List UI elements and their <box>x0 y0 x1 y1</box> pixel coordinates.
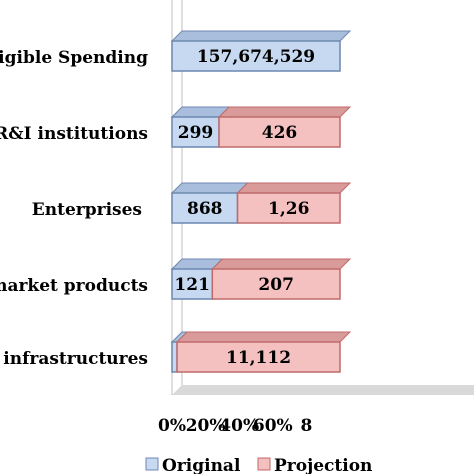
category-label-3: market products <box>0 276 148 296</box>
bar-top-projection-4 <box>175 331 352 343</box>
bar-projection-3 <box>211 258 352 300</box>
bar-top-original-2 <box>170 182 249 194</box>
legend-label-original: Original <box>162 456 241 474</box>
x-axis-ticks: 0% 20%40%60% 8 <box>158 416 312 436</box>
category-label-1: R&I institutions <box>0 124 148 144</box>
x-tick-3: 60% <box>253 416 293 436</box>
value-label-original-1: 299 <box>178 123 214 143</box>
value-label-projection-1: 426 <box>262 123 298 143</box>
chart-floor <box>172 385 474 395</box>
value-label-projection-4: 11,112 <box>226 348 291 368</box>
category-label-4: I infrastructures <box>0 349 148 369</box>
bar-projection-2 <box>236 182 352 224</box>
bar-top-projection-3 <box>211 258 352 270</box>
x-tick-4: 8 <box>300 416 312 436</box>
bar-front-projection-1 <box>218 116 341 148</box>
x-tick-0: 0% <box>158 416 186 436</box>
value-label-original-2: 868 <box>187 199 223 219</box>
bar-original-2 <box>170 182 249 224</box>
category-labels: ligible Spending R&I institutions Enterpri… <box>0 48 148 369</box>
bar-front-projection-3 <box>211 268 341 300</box>
value-label-original-3: 121 <box>174 275 210 295</box>
bar-front-original-0 <box>171 40 341 72</box>
legend-label-projection: Projection <box>274 456 372 474</box>
bar-projection-4 <box>175 331 352 373</box>
value-label-projection-3: 207 <box>258 275 294 295</box>
value-label-projection-2: 1,26 <box>268 199 309 219</box>
bar-top-projection-1 <box>217 106 352 118</box>
value-label-original-0: 157,674,529 <box>197 47 315 67</box>
bar-top-original-0 <box>170 30 352 42</box>
bar-front-original-1 <box>171 116 220 148</box>
bar-front-projection-4 <box>176 341 341 373</box>
bar-projection-1 <box>217 106 352 148</box>
category-label-2: Enterprises <box>32 200 142 220</box>
x-tick-2: 40% <box>219 416 259 436</box>
legend: Original Projection <box>145 456 372 474</box>
bar-original-0 <box>170 30 352 72</box>
bar-front-original-4 <box>171 341 178 373</box>
legend-swatch-original <box>145 457 159 471</box>
bar-top-projection-2 <box>236 182 352 194</box>
bar-front-original-2 <box>171 192 239 224</box>
x-tick-1: 20% <box>186 416 226 436</box>
legend-swatch-projection <box>257 457 271 471</box>
bar-front-projection-2 <box>236 192 341 224</box>
bar-original-1 <box>170 106 231 148</box>
category-label-0: ligible Spending <box>0 48 148 68</box>
